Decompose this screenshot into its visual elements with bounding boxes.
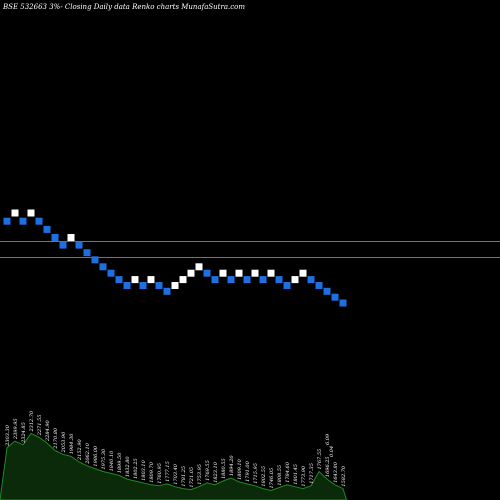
volume-label: 1802.25 — [133, 458, 139, 479]
renko-brick-down — [283, 282, 291, 289]
renko-brick-down — [331, 293, 339, 301]
volume-label: 2170.80 — [53, 427, 59, 449]
volume-label: 1767.55 — [317, 449, 323, 470]
volume-label: 2399.95 — [13, 418, 19, 440]
volume-label: 1784.60 — [285, 461, 291, 482]
volume-fill — [0, 432, 348, 500]
volume-label: 1696.25 — [325, 456, 331, 477]
volume-label: 1801.45 — [293, 464, 299, 485]
renko-brick-down — [339, 299, 347, 307]
renko-brick-up — [131, 276, 139, 284]
renko-brick-down — [107, 269, 115, 277]
volume-label: 1803.10 — [141, 459, 147, 480]
renko-brick-up — [11, 209, 19, 217]
volume-label: 1746.05 — [269, 468, 275, 489]
renko-brick-down — [83, 249, 91, 257]
renko-brick-up — [147, 276, 155, 284]
volume-label: 2312.70 — [29, 410, 35, 432]
renko-brick-down — [315, 282, 323, 289]
volume-label: 1760.95 — [157, 463, 163, 484]
volume-label: 1777.15 — [165, 461, 171, 482]
volume-area — [0, 432, 348, 500]
volume-label: 2324.85 — [21, 422, 27, 444]
volume-extra-label: 0.04 — [329, 446, 335, 457]
volume-label: 2271.55 — [37, 415, 43, 437]
renko-brick-down — [3, 217, 11, 225]
renko-brick-up — [291, 276, 299, 284]
renko-brick-down — [243, 276, 251, 284]
volume-label: 1899.50 — [117, 452, 123, 473]
volume-label: 1582.70 — [341, 465, 347, 486]
renko-brick-down — [75, 241, 83, 249]
volume-label: 2152.90 — [77, 439, 83, 461]
volume-label: 2303.30 — [5, 424, 11, 446]
volume-label: 1823.10 — [213, 461, 219, 482]
chart-title: BSE 532663 3%- Closing Daily data Renko … — [2, 3, 245, 11]
renko-brick-up — [67, 234, 75, 241]
volume-label: 1809.10 — [237, 458, 243, 479]
renko-brick-down — [203, 269, 211, 277]
renko-brick-down — [123, 282, 131, 289]
volume-label: 2053.90 — [61, 431, 67, 453]
renko-brick-up — [267, 269, 275, 277]
renko-brick-down — [323, 287, 331, 295]
volume-label: 1986.00 — [93, 445, 99, 466]
volume-label: 2062.10 — [85, 442, 91, 464]
renko-brick-up — [219, 269, 227, 277]
renko-brick-down — [35, 217, 43, 225]
renko-brick-up — [179, 276, 187, 284]
renko-brick-down — [19, 217, 27, 225]
reference-lines — [0, 241, 500, 258]
renko-brick-down — [227, 276, 235, 284]
renko-brick-down — [275, 276, 283, 284]
renko-brick-down — [115, 276, 123, 284]
volume-label: 1832.80 — [125, 456, 131, 477]
renko-brick-up — [235, 269, 243, 277]
renko-brick-down — [99, 263, 107, 271]
volume-label: 1808.55 — [277, 465, 283, 486]
renko-brick-up — [171, 282, 179, 289]
volume-label: 1643.80 — [333, 461, 339, 482]
volume-label: 1781.25 — [181, 466, 187, 487]
renko-brick-up — [195, 263, 203, 271]
volume-label: 1773.90 — [301, 465, 307, 486]
volume-label: 1753.95 — [197, 464, 203, 485]
renko-brick-down — [43, 225, 51, 233]
renko-brick-down — [91, 256, 99, 264]
volume-label: 1802.55 — [261, 466, 267, 487]
volume-label: 1880.55 — [221, 458, 227, 479]
renko-brick-down — [259, 276, 267, 284]
volume-label: 1721.05 — [189, 467, 195, 488]
renko-brick-down — [59, 241, 67, 249]
renko-brick-down — [163, 287, 171, 295]
volume-label: 1809.70 — [149, 461, 155, 482]
renko-brick-down — [139, 282, 147, 289]
renko-brick-up — [27, 209, 35, 217]
renko-brick-down — [51, 234, 59, 241]
volume-label: 1769.55 — [205, 460, 211, 481]
volume-label: 1715.95 — [253, 463, 259, 484]
volume-label: 1894.20 — [229, 455, 235, 476]
volume-label: 2284.90 — [45, 420, 51, 442]
renko-brick-up — [251, 269, 259, 277]
volume-label: 1984.30 — [69, 433, 75, 454]
volume-label: 1975.30 — [101, 448, 107, 469]
renko-brick-down — [155, 282, 163, 289]
volume-label: 1717.35 — [309, 463, 315, 484]
renko-brick-up — [299, 269, 307, 277]
renko-brick-down — [211, 276, 219, 284]
volume-extra-label: 6.09 — [325, 433, 331, 445]
volume-label: 1840.10 — [109, 450, 115, 471]
volume-label: 1791.00 — [245, 460, 251, 481]
renko-bricks — [3, 209, 347, 307]
renko-brick-up — [187, 269, 195, 277]
volume-label: 1703.40 — [173, 463, 179, 484]
renko-brick-down — [307, 276, 315, 284]
